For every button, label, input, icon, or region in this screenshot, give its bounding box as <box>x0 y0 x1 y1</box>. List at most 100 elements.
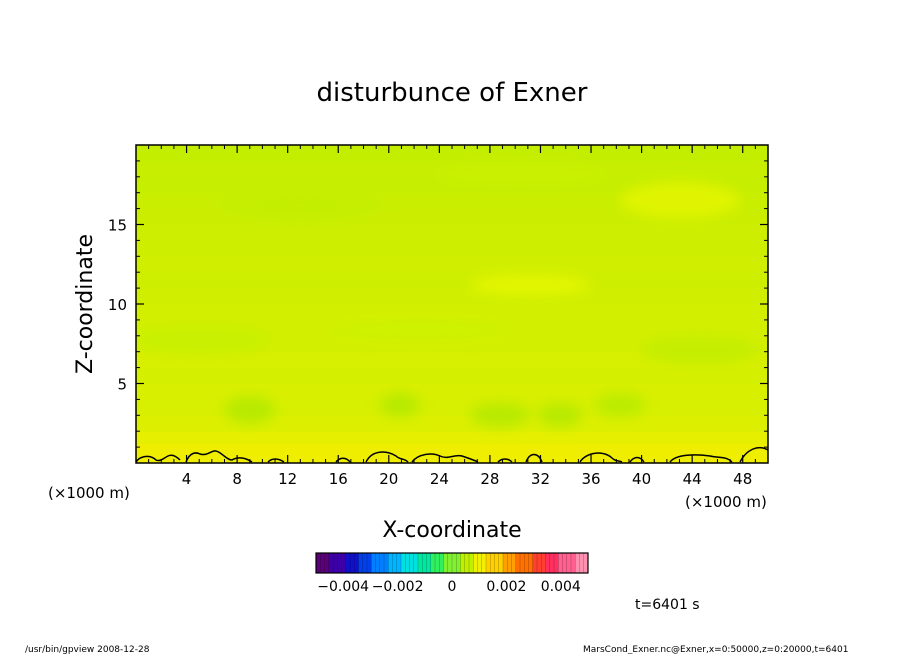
colorbar-swatch <box>413 553 419 573</box>
colorbar-swatch <box>426 553 432 573</box>
colorbar-swatch <box>524 553 529 573</box>
field-row <box>136 224 768 241</box>
field-row <box>136 287 768 305</box>
x-tick-label: 16 <box>329 470 348 488</box>
colorbar-swatch <box>384 553 389 573</box>
colorbar-swatch <box>316 553 321 573</box>
patch-5 <box>330 318 510 342</box>
colorbar-swatch <box>405 553 410 573</box>
x-tick-label: 4 <box>182 470 192 488</box>
x-tick-label: 40 <box>632 470 651 488</box>
colorbar-swatch <box>379 553 385 573</box>
colorbar-swatch <box>532 553 538 573</box>
colorbar-swatch <box>494 553 500 573</box>
colorbar-swatch <box>345 553 351 573</box>
field-row <box>136 430 768 448</box>
colorbar-swatch <box>396 553 402 573</box>
colorbar-swatch <box>571 553 576 573</box>
patch-10 <box>538 403 582 427</box>
colorbar-swatch <box>464 553 470 573</box>
colorbar-swatch <box>452 553 457 573</box>
colorbar-tick-label: 0.002 <box>486 579 526 595</box>
field-row <box>136 271 768 289</box>
x-tick-label: 8 <box>232 470 242 488</box>
y-tick-label: 10 <box>108 296 127 314</box>
colorbar-swatch <box>528 553 534 573</box>
colorbar-swatch <box>503 553 508 573</box>
colorbar-swatch <box>520 553 525 573</box>
field-row <box>136 145 768 162</box>
footer-left-note: /usr/bin/gpview 2008-12-28 <box>25 645 150 654</box>
field-row <box>136 351 768 369</box>
x-tick-label: 48 <box>733 470 752 488</box>
colorbar-tick-label: −0.004 <box>317 579 369 595</box>
colorbar-swatch <box>481 553 487 573</box>
colorbar-swatch <box>354 553 359 573</box>
field-row <box>136 414 768 432</box>
colorbar-swatch <box>566 553 572 573</box>
colorbar-swatch <box>515 553 521 573</box>
colorbar-swatch <box>422 553 427 573</box>
colorbar-swatch <box>324 553 330 573</box>
colorbar-swatch <box>392 553 398 573</box>
colorbar-swatch <box>341 553 347 573</box>
colorbar-swatch <box>575 553 580 573</box>
colorbar-swatch <box>558 553 563 573</box>
colorbar-swatch <box>358 553 364 573</box>
colorbar-swatch <box>435 553 440 573</box>
field-row <box>136 303 768 321</box>
colorbar-swatch <box>388 553 393 573</box>
footer-right-note: MarsCond_Exner.nc@Exner,x=0:50000,z=0:20… <box>583 645 848 654</box>
y-tick-label: 5 <box>117 376 127 394</box>
colorbar-swatch <box>418 553 423 573</box>
chart-title: disturbunce of Exner <box>317 78 588 108</box>
colorbar-swatch <box>320 553 325 573</box>
colorbar-swatch <box>554 553 559 573</box>
colorbar-swatch <box>545 553 551 573</box>
patch-1 <box>220 190 380 220</box>
x-axis: 4 8 12 16 20 24 28 32 36 40 44 48 <box>148 145 756 488</box>
patch-2 <box>430 163 610 187</box>
colorbar-swatch <box>367 553 372 573</box>
field-row <box>136 367 768 384</box>
colorbar-swatch <box>337 553 342 573</box>
colorbar-tick-label: −0.002 <box>372 579 424 595</box>
colorbar-swatch <box>350 553 355 573</box>
x-tick-label: 32 <box>531 470 550 488</box>
x-tick-label: 36 <box>581 470 600 488</box>
patch-3 <box>620 182 740 218</box>
colorbar-swatch <box>579 553 585 573</box>
x-axis-title: X-coordinate <box>382 518 521 543</box>
y-axis: 5 10 15 <box>108 160 768 448</box>
colorbar-swatch <box>409 553 415 573</box>
x-tick-label: 28 <box>480 470 499 488</box>
colorbar-swatch <box>439 553 444 573</box>
field-row <box>136 239 768 257</box>
patch-11 <box>595 393 645 417</box>
colorbar-swatch <box>511 553 517 573</box>
time-label: t=6401 s <box>635 597 700 613</box>
patch-7 <box>225 396 275 424</box>
x-unit-left: (×1000 m) <box>48 484 130 502</box>
patch-6 <box>640 336 760 364</box>
colorbar-swatch <box>490 553 495 573</box>
x-unit-right: (×1000 m) <box>685 493 767 511</box>
surface-layer <box>136 444 768 463</box>
colorbar-swatch <box>583 553 589 573</box>
colorbar-swatch <box>447 553 453 573</box>
colorbar-swatch <box>498 553 504 573</box>
y-tick-label: 15 <box>108 217 127 235</box>
x-tick-label: 20 <box>379 470 398 488</box>
field-row <box>136 383 768 400</box>
colorbar <box>315 552 589 574</box>
colorbar-labels: −0.004 −0.002 0 0.002 0.004 <box>317 579 581 595</box>
colorbar-swatch <box>371 553 376 573</box>
colorbar-swatch <box>473 553 478 573</box>
patch-12 <box>470 275 590 295</box>
field-row <box>136 176 768 194</box>
colorbar-swatch <box>401 553 406 573</box>
colorbar-swatch <box>562 553 568 573</box>
colorbar-swatch <box>328 553 334 573</box>
colorbar-swatch <box>456 553 461 573</box>
